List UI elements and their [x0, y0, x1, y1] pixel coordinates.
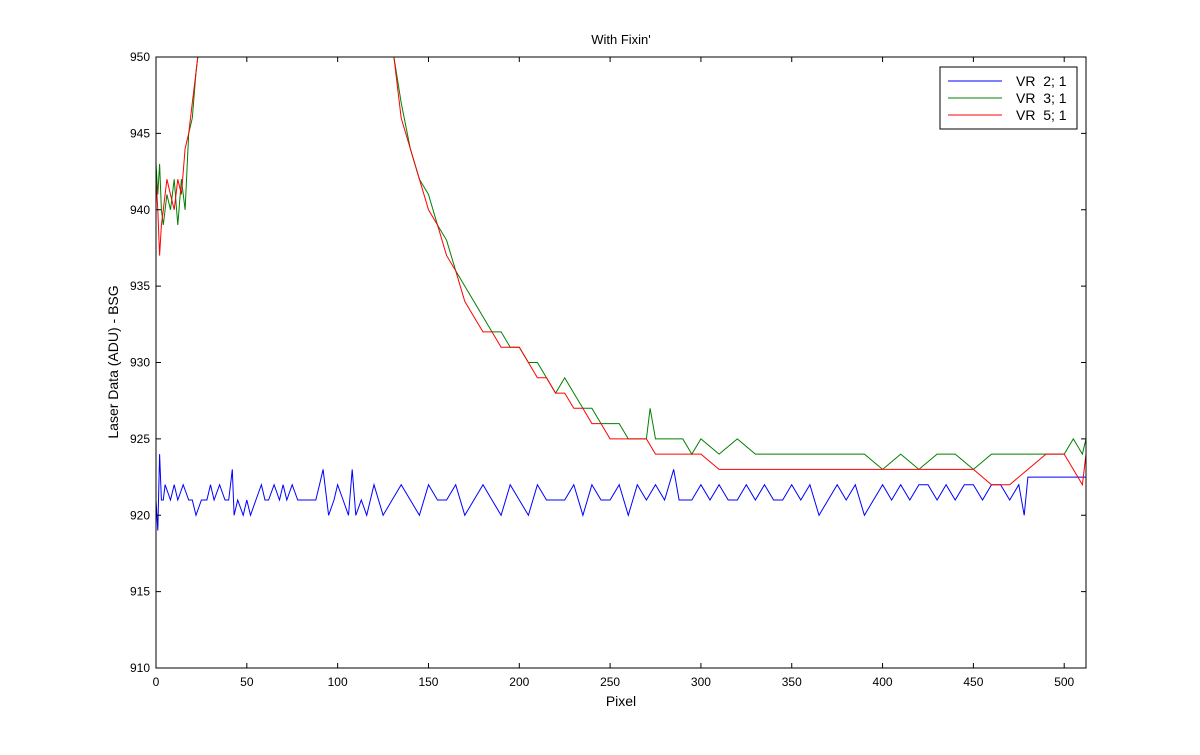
- legend-label: VR 3; 1: [1016, 90, 1067, 106]
- x-tick-label: 500: [1054, 675, 1074, 689]
- plot-area-frame: [155, 56, 1087, 669]
- chart-title: With Fixin': [591, 32, 651, 47]
- y-tick-label: 910: [130, 661, 150, 675]
- y-tick-label: 920: [130, 508, 150, 522]
- series-line-1: [156, 454, 1086, 531]
- series-line-3: [156, 57, 1086, 487]
- y-tick-label: 950: [130, 50, 150, 64]
- x-tick-label: 50: [240, 675, 254, 689]
- y-axis-label: Laser Data (ADU) - BSG: [105, 285, 121, 438]
- y-tick-label: 935: [130, 279, 150, 293]
- y-tick-label: 945: [130, 126, 150, 140]
- x-tick-label: 450: [963, 675, 983, 689]
- x-tick-label: 300: [691, 675, 711, 689]
- x-axis-label: Pixel: [606, 693, 636, 709]
- x-tick-label: 0: [153, 675, 160, 689]
- y-tick-label: 925: [130, 432, 150, 446]
- legend-label: VR 2; 1: [1016, 73, 1067, 89]
- legend-label: VR 5; 1: [1016, 107, 1067, 123]
- legend: VR 2; 1VR 3; 1VR 5; 1: [939, 66, 1078, 130]
- y-tick-label: 915: [130, 585, 150, 599]
- x-tick-label: 400: [873, 675, 893, 689]
- x-tick-label: 100: [328, 675, 348, 689]
- x-tick-label: 250: [600, 675, 620, 689]
- series-layer: [156, 57, 1086, 531]
- series-line-2: [156, 57, 1086, 471]
- y-tick-label: 930: [130, 356, 150, 370]
- x-tick-label: 350: [782, 675, 802, 689]
- x-tick-label: 200: [509, 675, 529, 689]
- y-tick-label: 940: [130, 203, 150, 217]
- x-tick-label: 150: [418, 675, 438, 689]
- ticks-layer: 0 50 100 150 200 250 300 350 400 450 500 910 915 920 9…: [130, 50, 1086, 689]
